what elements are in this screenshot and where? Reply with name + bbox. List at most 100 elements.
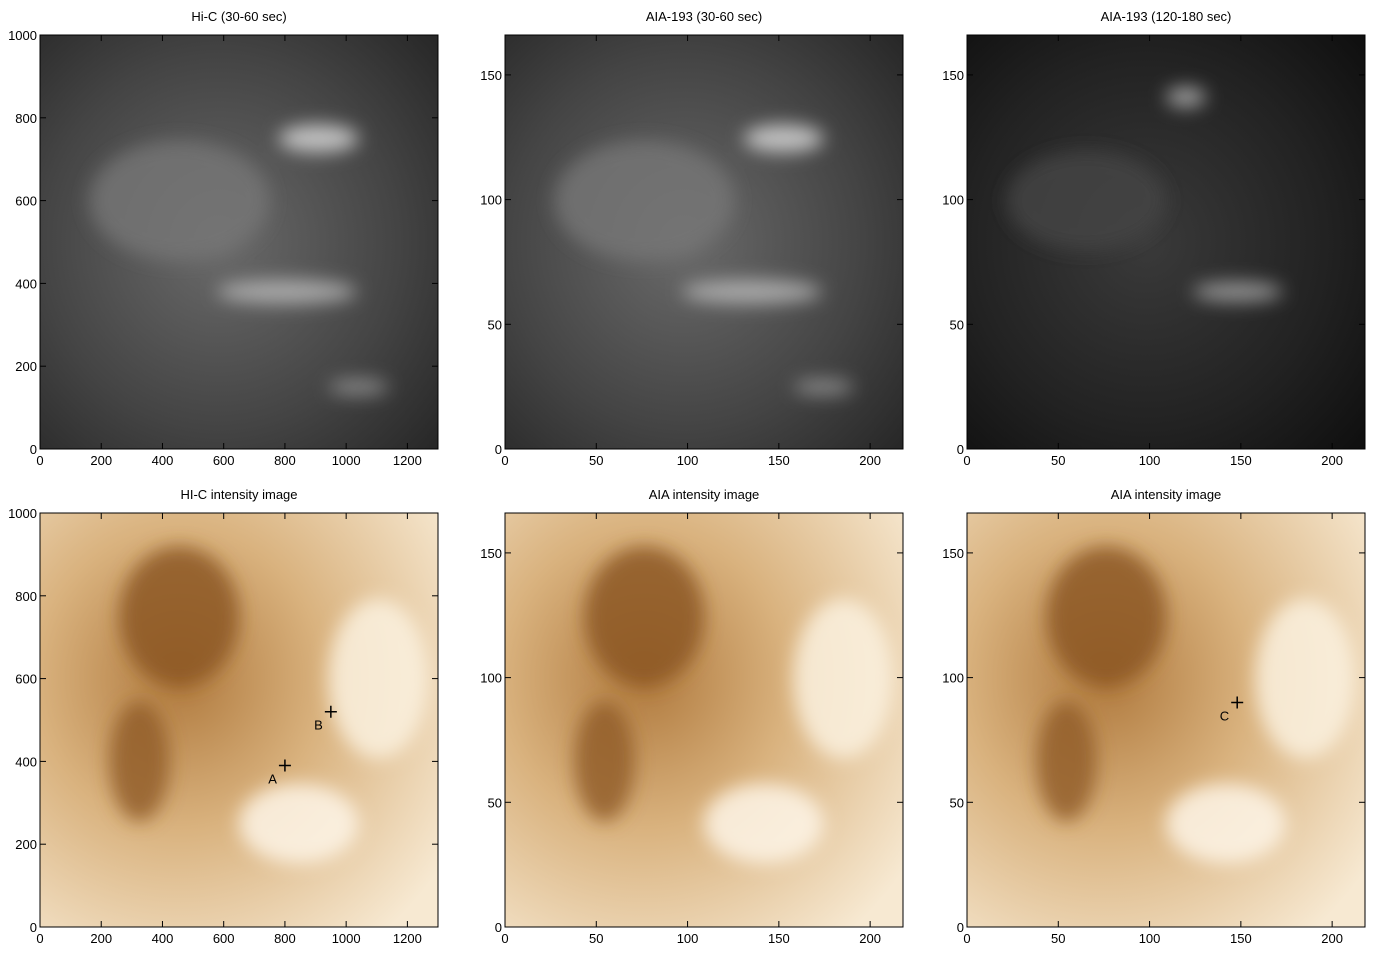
x-tick-label: 800	[274, 931, 296, 946]
y-tick-label: 150	[942, 546, 964, 561]
x-tick-label: 200	[859, 931, 881, 946]
x-tick-label: 0	[36, 453, 43, 468]
y-tick-label: 400	[15, 754, 37, 769]
x-tick-label: 50	[589, 453, 603, 468]
y-tick-label: 100	[480, 671, 502, 686]
panel: AIA-193 (120-180 sec) 0 50 100 150 200 0 50 100 1…	[942, 9, 1365, 468]
y-tick-label: 150	[942, 68, 964, 83]
x-tick-label: 200	[859, 453, 881, 468]
x-tick-label: 400	[152, 453, 174, 468]
y-tick-label: 100	[942, 671, 964, 686]
panel-title: AIA intensity image	[649, 487, 760, 502]
texture-blob	[328, 379, 388, 395]
panel-title: HI-C intensity image	[180, 487, 297, 502]
texture-blob	[1006, 151, 1166, 251]
figure: Hi-C (30-60 sec)020040060080010001200020…	[0, 0, 1379, 950]
texture-blob	[1166, 87, 1206, 107]
x-tick-label: 1200	[393, 931, 422, 946]
texture-blob	[89, 141, 269, 261]
x-tick-label: 0	[36, 931, 43, 946]
texture-blob	[119, 547, 239, 687]
x-tick-label: 150	[768, 453, 790, 468]
y-tick-label: 0	[495, 920, 502, 935]
y-tick-label: 100	[480, 193, 502, 208]
panel-title: AIA-193 (120-180 sec)	[1101, 9, 1232, 24]
x-tick-label: 0	[501, 453, 508, 468]
y-tick-label: 150	[480, 68, 502, 83]
texture-blob	[554, 141, 734, 261]
panel-title: Hi-C (30-60 sec)	[191, 9, 286, 24]
y-tick-label: 600	[15, 672, 37, 687]
x-tick-label: 100	[677, 453, 699, 468]
y-tick-label: 800	[15, 589, 37, 604]
y-tick-label: 0	[30, 442, 37, 457]
x-tick-label: 100	[1139, 453, 1161, 468]
texture-blob	[704, 784, 824, 864]
x-tick-label: 150	[768, 931, 790, 946]
x-tick-label: 200	[1321, 453, 1343, 468]
x-tick-label: 600	[213, 931, 235, 946]
texture-blob	[793, 379, 853, 395]
y-tick-label: 400	[15, 276, 37, 291]
y-tick-label: 50	[488, 317, 502, 332]
y-tick-label: 50	[488, 795, 502, 810]
y-tick-label: 0	[957, 920, 964, 935]
x-tick-label: 200	[90, 453, 112, 468]
y-tick-label: 50	[950, 317, 964, 332]
texture-blob	[217, 280, 357, 304]
y-tick-label: 0	[30, 920, 37, 935]
panel: HI-C intensity image 0 200 400 600 800 1000 120…	[8, 487, 438, 946]
texture-blob	[744, 125, 824, 153]
texture-blob	[239, 784, 359, 864]
y-tick-label: 100	[942, 193, 964, 208]
x-tick-label: 150	[1230, 931, 1252, 946]
y-tick-label: 800	[15, 111, 37, 126]
panel-title: AIA intensity image	[1111, 487, 1222, 502]
x-tick-label: 50	[1051, 931, 1065, 946]
x-tick-label: 800	[274, 453, 296, 468]
y-tick-label: 50	[950, 795, 964, 810]
x-tick-label: 1200	[393, 453, 422, 468]
x-tick-label: 50	[1051, 453, 1065, 468]
panel: Hi-C (30-60 sec) 0 200 400 600 800 1000 1200 0 20…	[8, 9, 438, 468]
panel: AIA intensity image 0 50 100 150 200 0 50 100 150…	[942, 487, 1365, 946]
x-tick-label: 50	[589, 931, 603, 946]
texture-blob	[793, 599, 893, 759]
y-tick-label: 600	[15, 194, 37, 209]
annotation-label: A	[268, 772, 277, 787]
x-tick-label: 1000	[332, 453, 361, 468]
y-tick-label: 200	[15, 359, 37, 374]
panel: AIA-193 (30-60 sec) 0 50 100 150 200 0 50 100 150	[480, 9, 903, 468]
x-tick-label: 0	[963, 453, 970, 468]
texture-blob	[1193, 282, 1283, 302]
texture-blob	[575, 701, 635, 821]
x-tick-label: 400	[152, 931, 174, 946]
x-tick-label: 600	[213, 453, 235, 468]
y-tick-label: 0	[495, 442, 502, 457]
x-tick-label: 200	[90, 931, 112, 946]
annotation-label: B	[314, 718, 323, 733]
panel: AIA intensity image 0 50 100 150 200 0 50 100 150	[480, 487, 903, 946]
x-tick-label: 0	[501, 931, 508, 946]
annotation-label: C	[1220, 709, 1229, 724]
y-tick-label: 1000	[8, 28, 37, 43]
y-tick-label: 1000	[8, 506, 37, 521]
texture-blob	[1037, 701, 1097, 821]
x-tick-label: 100	[677, 931, 699, 946]
texture-blob	[1166, 784, 1286, 864]
x-tick-label: 1000	[332, 931, 361, 946]
x-tick-label: 150	[1230, 453, 1252, 468]
texture-blob	[110, 701, 170, 821]
texture-blob	[279, 125, 359, 153]
x-tick-label: 0	[963, 931, 970, 946]
y-tick-label: 150	[480, 546, 502, 561]
panel-title: AIA-193 (30-60 sec)	[646, 9, 762, 24]
y-tick-label: 200	[15, 837, 37, 852]
texture-blob	[1255, 599, 1355, 759]
x-tick-label: 200	[1321, 931, 1343, 946]
x-tick-label: 100	[1139, 931, 1161, 946]
texture-blob	[1046, 547, 1166, 687]
y-tick-label: 0	[957, 442, 964, 457]
texture-blob	[584, 547, 704, 687]
texture-blob	[682, 280, 822, 304]
